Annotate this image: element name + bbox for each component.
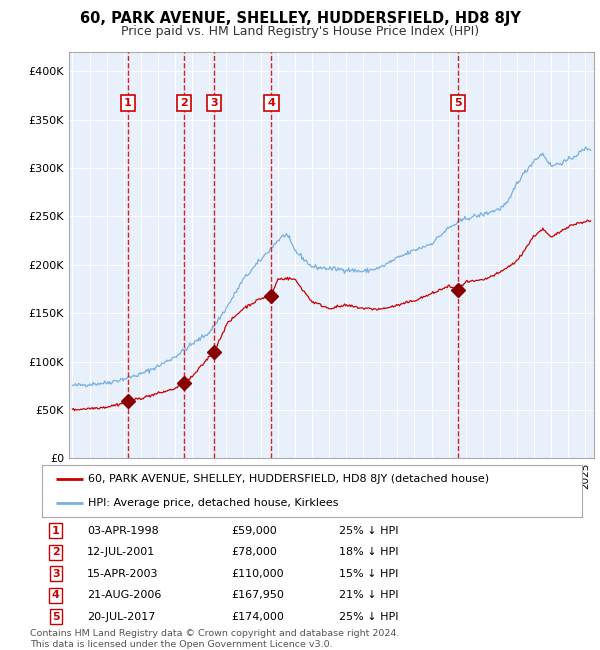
Text: 60, PARK AVENUE, SHELLEY, HUDDERSFIELD, HD8 8JY: 60, PARK AVENUE, SHELLEY, HUDDERSFIELD, …	[80, 11, 520, 26]
Text: 25% ↓ HPI: 25% ↓ HPI	[339, 612, 398, 621]
Text: 3: 3	[52, 569, 59, 578]
Text: 5: 5	[52, 612, 59, 621]
Text: 5: 5	[454, 98, 462, 108]
Text: 3: 3	[211, 98, 218, 108]
Text: 21% ↓ HPI: 21% ↓ HPI	[339, 590, 398, 600]
Text: 1: 1	[124, 98, 132, 108]
Text: 4: 4	[268, 98, 275, 108]
Text: 18% ↓ HPI: 18% ↓ HPI	[339, 547, 398, 557]
Text: £174,000: £174,000	[231, 612, 284, 621]
Text: 60, PARK AVENUE, SHELLEY, HUDDERSFIELD, HD8 8JY (detached house): 60, PARK AVENUE, SHELLEY, HUDDERSFIELD, …	[88, 474, 489, 484]
Text: 20-JUL-2017: 20-JUL-2017	[87, 612, 155, 621]
Text: 4: 4	[52, 590, 60, 600]
Text: 03-APR-1998: 03-APR-1998	[87, 526, 159, 536]
Text: 2: 2	[52, 547, 59, 557]
Text: Price paid vs. HM Land Registry's House Price Index (HPI): Price paid vs. HM Land Registry's House …	[121, 25, 479, 38]
Text: 15% ↓ HPI: 15% ↓ HPI	[339, 569, 398, 578]
Text: 21-AUG-2006: 21-AUG-2006	[87, 590, 161, 600]
Text: 2: 2	[180, 98, 188, 108]
Text: 1: 1	[52, 526, 59, 536]
Text: £59,000: £59,000	[231, 526, 277, 536]
Text: 25% ↓ HPI: 25% ↓ HPI	[339, 526, 398, 536]
Text: £167,950: £167,950	[231, 590, 284, 600]
Text: HPI: Average price, detached house, Kirklees: HPI: Average price, detached house, Kirk…	[88, 498, 338, 508]
Text: Contains HM Land Registry data © Crown copyright and database right 2024.
This d: Contains HM Land Registry data © Crown c…	[30, 629, 400, 649]
Text: £78,000: £78,000	[231, 547, 277, 557]
Text: 15-APR-2003: 15-APR-2003	[87, 569, 158, 578]
Text: £110,000: £110,000	[231, 569, 284, 578]
Text: 12-JUL-2001: 12-JUL-2001	[87, 547, 155, 557]
